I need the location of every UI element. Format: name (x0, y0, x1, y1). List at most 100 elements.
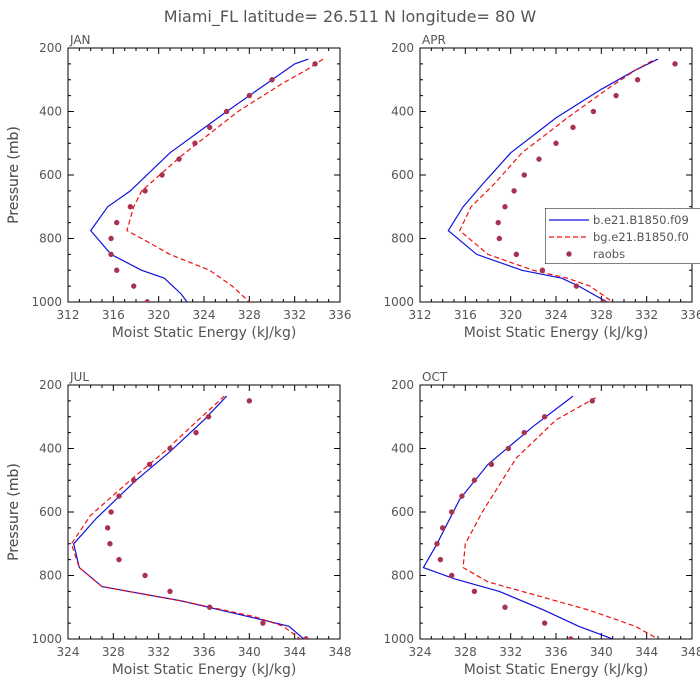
raobs-point (206, 604, 213, 610)
y-tick-label: 1000 (383, 632, 414, 646)
x-tick-label: 344 (635, 645, 658, 659)
raobs-point (437, 556, 444, 563)
x-tick-label: 332 (283, 308, 306, 322)
x-tick-label: 332 (147, 645, 170, 659)
raobs-point (269, 77, 275, 83)
raobs-point (459, 493, 465, 499)
x-tick-label: 328 (102, 645, 125, 659)
raobs-point (541, 414, 548, 420)
raobs-point (131, 283, 137, 289)
y-tick-label: 400 (391, 105, 414, 119)
raobs-point (167, 588, 173, 595)
figure-title: Miami_FL latitude= 26.511 N longitude= 8… (164, 7, 537, 27)
plot-frame (67, 47, 341, 303)
raobs-point (634, 77, 641, 83)
y-tick-label: 400 (39, 442, 62, 456)
y-tick-label: 400 (39, 105, 62, 119)
series-bg-line (458, 60, 653, 302)
y-tick-label: 1000 (383, 295, 414, 309)
x-tick-label: 336 (193, 645, 216, 659)
y-axis-label: Pressure (mb) (6, 463, 22, 561)
raobs-point (439, 525, 446, 531)
raobs-point (600, 299, 607, 302)
raobs-point (511, 188, 517, 194)
x-axis-label: Moist Static Energy (kJ/kg) (464, 325, 649, 341)
x-axis-label: Moist Static Energy (kJ/kg) (112, 662, 297, 678)
raobs-point (513, 251, 520, 258)
y-axis-label: Pressure (mb) (6, 463, 22, 561)
plot-area (89, 58, 324, 302)
x-tick-label: 324 (409, 645, 432, 659)
plot-area (422, 395, 659, 639)
raobs-point (246, 398, 253, 404)
plot-area (447, 58, 678, 302)
x-tick-label: 328 (454, 645, 477, 659)
raobs-point (590, 108, 597, 115)
series-bg-line (462, 397, 659, 639)
raobs-point (449, 509, 455, 515)
x-tick-label: 324 (193, 308, 216, 322)
raobs-point (471, 477, 478, 483)
y-tick-label: 800 (39, 569, 62, 583)
raobs-point (206, 124, 213, 131)
raobs-point (521, 172, 527, 178)
raobs-point (434, 541, 440, 547)
x-tick-label: 324 (57, 645, 80, 659)
x-tick-label: 320 (147, 308, 170, 322)
raobs-point (108, 251, 114, 258)
raobs-point (107, 541, 113, 547)
raobs-point (502, 204, 508, 210)
x-tick-label: 348 (329, 645, 352, 659)
series-bg-line (126, 58, 324, 302)
raobs-point (521, 429, 527, 436)
raobs-point (303, 636, 309, 639)
raobs-point (541, 620, 548, 626)
x-tick-label: 336 (545, 645, 568, 659)
panel-jan: JAN 312 316 320 324 328 332 336 200 400 600 800 1000… (6, 33, 351, 341)
y-tick-label: 600 (39, 505, 62, 519)
x-axis-label: Moist Static Energy (kJ/kg) (464, 662, 649, 678)
raobs-point (108, 235, 114, 242)
x-axis-label: Moist Static Energy (kJ/kg) (112, 325, 297, 341)
y-tick-label: 200 (391, 378, 414, 392)
raobs-point (114, 219, 120, 226)
raobs-point (488, 461, 495, 468)
raobs-point (495, 219, 501, 226)
raobs-point (589, 398, 595, 404)
y-tick-label: 800 (39, 232, 62, 246)
legend-label: b.e21.B1850.f09 (593, 213, 689, 227)
x-tick-label: 320 (499, 308, 522, 322)
x-tick-label: 328 (238, 308, 261, 322)
raobs-point (223, 108, 230, 115)
raobs-point (159, 172, 165, 178)
raobs-point (192, 140, 198, 146)
x-tick-label: 312 (409, 308, 432, 322)
x-tick-label: 332 (499, 645, 522, 659)
y-tick-label: 600 (39, 168, 62, 182)
raobs-point (539, 267, 546, 273)
y-tick-label: 200 (39, 41, 62, 55)
panel-jul: JUL 324 328 332 336 340 344 348 200 400 600 800 1000… (6, 370, 351, 678)
y-tick-label: 800 (391, 569, 414, 583)
legend-label: bg.e21.B1850.f0 (593, 230, 689, 244)
y-tick-label: 600 (391, 505, 414, 519)
y-tick-label: 800 (391, 232, 414, 246)
panel-label: JUL (69, 370, 89, 384)
x-tick-label: 340 (238, 645, 261, 659)
raobs-point (142, 572, 148, 579)
raobs-point (104, 525, 111, 531)
raobs-point (553, 140, 559, 146)
y-axis-label: Pressure (mb) (6, 126, 22, 224)
raobs-point (116, 556, 122, 563)
series-b-line (89, 58, 309, 302)
y-tick-label: 1000 (31, 295, 62, 309)
raobs-point (502, 604, 508, 610)
raobs-point (613, 92, 619, 99)
y-tick-label: 200 (391, 41, 414, 55)
panel-label: APR (422, 33, 446, 47)
x-tick-label: 316 (102, 308, 125, 322)
raobs-point (568, 636, 574, 639)
raobs-point (246, 92, 253, 99)
y-tick-label: 600 (391, 168, 414, 182)
plot-area (70, 395, 309, 639)
